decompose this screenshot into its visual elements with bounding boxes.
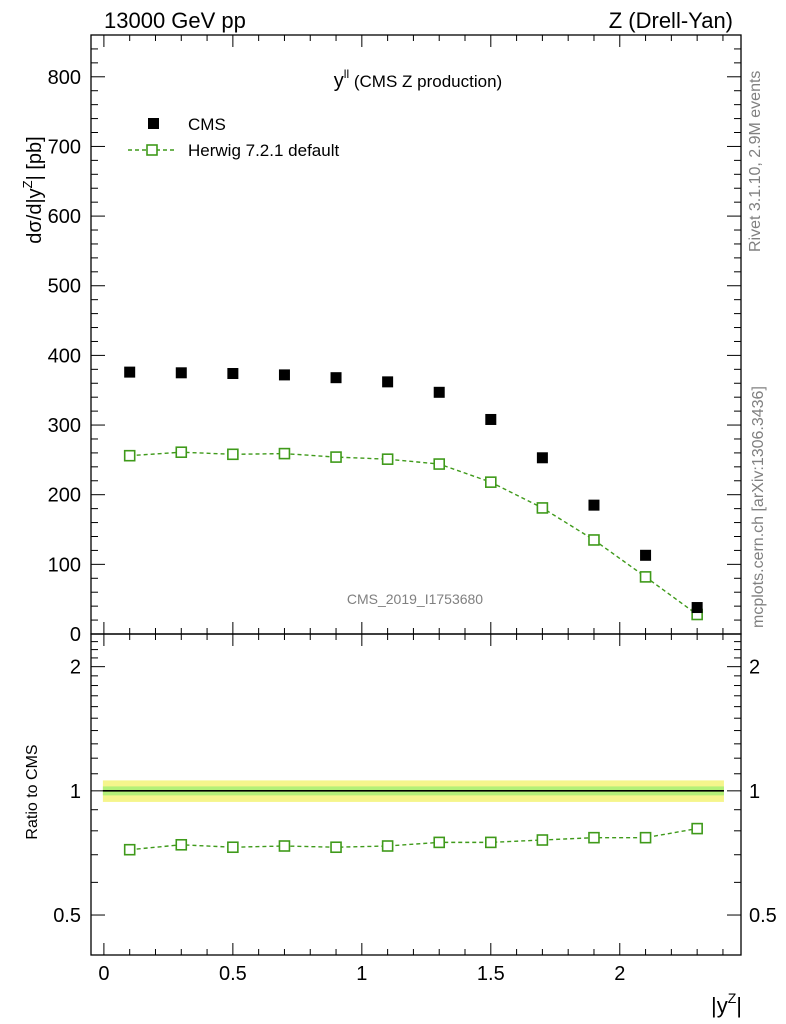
cms-point <box>640 549 652 561</box>
x-tick-label: 0.5 <box>219 963 247 985</box>
herwig-point <box>278 447 291 460</box>
ratio-herwig-point <box>227 841 239 854</box>
x-tick-label: 0 <box>98 963 109 985</box>
herwig-point <box>536 502 549 514</box>
cms-point <box>175 367 187 379</box>
ratio-herwig-point <box>433 836 446 849</box>
herwig-line <box>129 451 698 616</box>
ratio-herwig-point <box>588 831 600 844</box>
herwig-point <box>175 446 188 459</box>
ratio-herwig-point <box>175 838 188 851</box>
cms-point <box>227 368 239 380</box>
main-ylabel: dσ/d|yZ| [pb] <box>20 136 46 243</box>
mcplots-label: mcplots.cern.ch [arXiv:1306.3436] <box>750 386 767 628</box>
xlabel-text: |y <box>711 993 728 1018</box>
analysis-id: CMS_2019_I1753680 <box>347 591 483 607</box>
main-ylabel-sup: Z <box>20 180 35 188</box>
legend: CMS Herwig 7.2.1 default <box>128 115 339 160</box>
ratio-panel: 0 0.5 1 1.5 2 0.5 0.5 1 1 2 2 <box>53 633 777 985</box>
ratio-herwig-point <box>536 834 549 846</box>
ratio-y-tick-label: 0.5 <box>53 905 81 927</box>
xlabel-end: | <box>736 993 742 1018</box>
herwig-point <box>227 448 239 461</box>
y-tick-label: 0 <box>70 624 81 646</box>
x-tick-label: 1 <box>356 963 367 985</box>
cms-point <box>330 372 342 384</box>
legend-herwig-label: Herwig 7.2.1 default <box>188 141 339 160</box>
xlabel-sup: Z <box>728 990 737 1006</box>
x-tick-label: 2 <box>614 963 625 985</box>
cms-point <box>588 499 600 511</box>
herwig-point <box>123 449 136 462</box>
ratio-herwig-point <box>691 822 703 835</box>
herwig-point <box>381 453 394 465</box>
cms-point <box>485 413 497 425</box>
main-ylabel-text: dσ/d|y <box>24 188 46 243</box>
ratio-y-tick-label-right: 1 <box>749 781 760 803</box>
header-left: 13000 GeV pp <box>104 8 246 33</box>
rivet-label: Rivet 3.1.10, 2.9M events <box>747 71 764 252</box>
main-title: yll (CMS Z production) <box>334 67 502 92</box>
ratio-herwig-line <box>129 827 698 851</box>
ratio-frame <box>90 633 742 956</box>
ratio-ylabel: Ratio to CMS <box>24 744 41 839</box>
ratio-y-tick-label-right: 0.5 <box>749 905 777 927</box>
ratio-y-tick-label-right: 2 <box>749 657 760 679</box>
title-rest: (CMS Z production) <box>349 72 502 91</box>
y-tick-label: 300 <box>48 415 81 437</box>
x-axis-label: |yZ| <box>711 990 742 1018</box>
main-panel: 0 100 200 300 400 500 600 700 800 <box>48 34 742 646</box>
legend-cms-label: CMS <box>188 115 226 134</box>
ratio-herwig-point <box>278 840 291 852</box>
herwig-point <box>433 458 446 470</box>
herwig-point <box>330 451 342 463</box>
y-tick-label: 600 <box>48 206 81 228</box>
herwig-point <box>485 476 497 488</box>
herwig-point <box>588 534 600 546</box>
herwig-point <box>639 571 652 583</box>
y-tick-label: 500 <box>48 276 81 298</box>
cms-point <box>382 376 394 388</box>
cms-point <box>124 366 136 378</box>
legend-cms-marker <box>148 118 159 129</box>
legend-herwig-marker <box>146 144 158 156</box>
y-tick-label: 200 <box>48 485 81 507</box>
y-tick-label: 400 <box>48 345 81 367</box>
ratio-herwig-point <box>485 836 497 849</box>
ratio-herwig-point <box>381 840 394 852</box>
ratio-y-tick-label: 1 <box>70 781 81 803</box>
title-sup: ll <box>344 67 349 81</box>
cms-point <box>691 602 703 614</box>
cms-point <box>433 386 445 398</box>
y-tick-label: 800 <box>48 67 81 89</box>
y-tick-label: 100 <box>48 554 81 576</box>
ratio-herwig-point <box>123 843 136 856</box>
cms-point <box>536 452 548 464</box>
x-tick-label: 1.5 <box>477 963 505 985</box>
ratio-herwig-point <box>639 831 652 844</box>
ratio-y-tick-label: 2 <box>70 657 81 679</box>
title-y: y <box>334 70 344 92</box>
y-tick-label: 700 <box>48 136 81 158</box>
cms-point <box>278 369 290 381</box>
main-ylabel-unit: | [pb] <box>24 136 46 180</box>
header-right: Z (Drell-Yan) <box>609 8 733 33</box>
ratio-herwig-point <box>330 841 342 854</box>
